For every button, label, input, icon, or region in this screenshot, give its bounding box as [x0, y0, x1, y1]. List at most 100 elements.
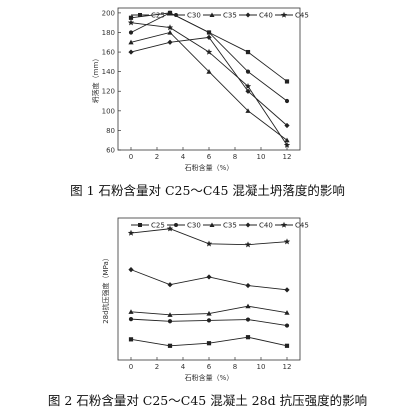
- x-tick-label: 8: [233, 363, 237, 371]
- legend-marker: [174, 223, 178, 227]
- x-tick-label: 10: [257, 363, 266, 371]
- y-tick-label: 200: [102, 9, 115, 17]
- x-tick-label: 6: [207, 153, 212, 161]
- data-point-c25: [128, 15, 134, 20]
- data-point-c35: [284, 137, 290, 143]
- data-point-c30: [128, 317, 134, 322]
- data-point-c25: [284, 79, 290, 84]
- data-point-c30: [167, 10, 173, 15]
- x-tick-label: 2: [155, 153, 159, 161]
- x-tick-label: 0: [129, 363, 133, 371]
- y-tick-label: 80: [106, 127, 115, 135]
- x-tick-label: 2: [155, 363, 159, 371]
- x-axis-label: 石粉含量（%）: [185, 163, 234, 172]
- figure-2-caption: 图 2 石粉含量对 C25～C45 混凝土 28d 抗压强度的影响: [47, 393, 368, 408]
- legend-label: C45: [295, 222, 309, 230]
- data-point-c40: [245, 282, 251, 289]
- data-point-c30: [284, 323, 290, 328]
- legend-marker: [138, 223, 142, 227]
- data-point-c45: [166, 225, 174, 232]
- data-point-c45: [283, 238, 291, 245]
- legend-label: C40: [259, 12, 273, 20]
- legend-marker: [209, 12, 215, 17]
- data-point-c35: [128, 39, 134, 45]
- data-point-c45: [127, 19, 135, 26]
- data-point-c45: [205, 240, 213, 247]
- data-point-c30: [284, 98, 290, 104]
- data-point-c40: [128, 267, 134, 273]
- data-point-c25: [206, 341, 212, 346]
- data-point-c40: [167, 282, 173, 288]
- data-point-c30: [167, 319, 173, 324]
- series-line-c35: [130, 31, 288, 141]
- legend-label: C25: [151, 222, 165, 230]
- data-point-c45: [244, 241, 252, 248]
- figure-1-caption: 图 1 石粉含量对 C25～C45 混凝土坍落度的影响: [70, 183, 345, 198]
- data-point-c30: [206, 318, 212, 323]
- data-point-c35: [167, 29, 173, 35]
- legend-marker: [245, 222, 251, 228]
- legend-label: C35: [223, 222, 237, 230]
- data-point-c40: [128, 49, 134, 55]
- legend-label: C40: [259, 222, 273, 230]
- data-point-c40: [245, 88, 251, 94]
- slump-chart: 0 2 4 6 8 10 12 60 80 100 120 140 160 180 200 石粉含量（%） 坍落…: [91, 7, 309, 172]
- legend-label: C25: [151, 12, 165, 20]
- y-tick-label: 120: [102, 88, 115, 96]
- y-tick-label: 140: [102, 68, 115, 76]
- legend-marker: [280, 11, 288, 18]
- data-point-c35: [128, 309, 134, 314]
- data-point-c45: [166, 24, 174, 31]
- data-point-c40: [206, 34, 212, 40]
- data-point-c45: [205, 48, 213, 55]
- data-point-c40: [284, 122, 290, 129]
- data-point-c30: [128, 30, 134, 35]
- data-point-c25: [128, 337, 134, 342]
- data-point-c35: [206, 310, 212, 316]
- x-tick-label: 12: [283, 363, 292, 371]
- y-tick-label: 160: [102, 49, 115, 57]
- plot-frame: [117, 7, 301, 151]
- data-point-c40: [284, 287, 290, 293]
- data-point-c35: [167, 312, 173, 317]
- legend-label: C45: [295, 12, 309, 20]
- data-point-c30: [206, 30, 212, 35]
- data-point-c25: [245, 335, 251, 340]
- x-tick-label: 6: [207, 363, 212, 371]
- plot-frame: [117, 217, 301, 361]
- legend-marker: [209, 222, 215, 227]
- data-point-c35: [245, 303, 251, 309]
- series-line-c40: [130, 269, 288, 291]
- data-point-c25: [284, 343, 290, 348]
- legend-marker: [280, 221, 288, 228]
- data-point-c30: [245, 317, 251, 322]
- x-axis-label: 石粉含量（%）: [185, 373, 234, 382]
- data-point-c35: [284, 310, 290, 315]
- y-tick-label: 180: [102, 29, 115, 37]
- legend-label: C35: [223, 12, 237, 20]
- strength-chart: 0 2 4 6 8 10 12 石粉含量（%） 28d抗压强度（MPa） C25 C30 C35 C40…: [101, 217, 309, 382]
- x-tick-label: 4: [181, 153, 186, 161]
- data-point-c40: [167, 39, 173, 45]
- data-point-c25: [245, 49, 251, 55]
- data-point-c45: [244, 83, 252, 90]
- y-axis-label: 28d抗压强度（MPa）: [101, 254, 110, 324]
- x-tick-label: 10: [257, 153, 266, 161]
- data-point-c30: [245, 69, 251, 74]
- figure-2: 0 2 4 6 8 10 12 石粉含量（%） 28d抗压强度（MPa） C25 C30 C35 C40…: [0, 210, 415, 388]
- legend-marker: [138, 13, 142, 17]
- x-tick-label: 4: [181, 363, 186, 371]
- data-point-c35: [206, 69, 212, 74]
- x-tick-label: 8: [233, 153, 237, 161]
- y-tick-label: 60: [106, 147, 115, 155]
- legend-label: C30: [187, 222, 201, 230]
- figure-1: 0 2 4 6 8 10 12 60 80 100 120 140 160 180 200 石粉含量（%） 坍落…: [0, 0, 415, 178]
- y-tick-label: 100: [102, 107, 115, 115]
- data-point-c25: [167, 343, 173, 348]
- data-point-c35: [245, 108, 251, 113]
- y-axis-label: 坍落度（mm）: [91, 55, 100, 104]
- legend-marker: [245, 12, 251, 18]
- legend-label: C30: [187, 12, 201, 20]
- data-point-c45: [127, 229, 135, 236]
- data-point-c40: [206, 274, 212, 280]
